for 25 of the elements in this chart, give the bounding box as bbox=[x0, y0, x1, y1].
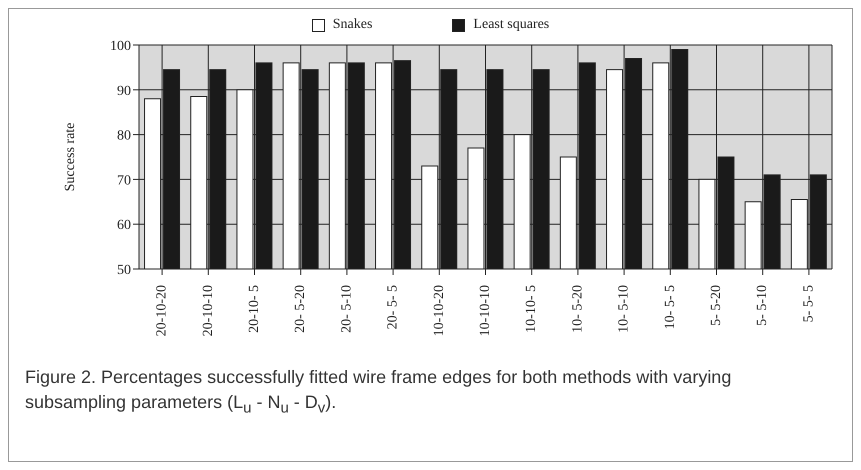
x-tick-label: 20- 5- 5 bbox=[386, 285, 401, 330]
x-tick-label: 20-10-10 bbox=[200, 285, 216, 336]
x-tick-label: 20- 5-20 bbox=[293, 285, 308, 333]
x-tick-label: 5- 5-20 bbox=[709, 285, 724, 326]
x-tick-label: 10-10-20 bbox=[432, 285, 447, 336]
x-tick-label: 5- 5- 5 bbox=[801, 285, 816, 322]
y-tick-label: 100 bbox=[110, 38, 131, 54]
x-tick-label: 10-10- 5 bbox=[524, 285, 540, 333]
y-tick-label: 90 bbox=[117, 84, 131, 99]
legend-label: Snakes bbox=[332, 17, 372, 33]
x-tick-label: 20-10- 5 bbox=[247, 285, 262, 333]
x-tick-label: 5- 5-10 bbox=[755, 285, 770, 326]
x-tick-label: 10- 5-10 bbox=[616, 285, 632, 333]
x-tick-label: 20- 5-10 bbox=[339, 285, 354, 333]
y-tick-label: 80 bbox=[117, 128, 131, 144]
y-tick-label: 60 bbox=[117, 218, 131, 234]
y-tick-label: 50 bbox=[117, 262, 131, 278]
y-tick-label: 70 bbox=[117, 173, 131, 188]
x-tick-label: 10- 5- 5 bbox=[662, 285, 678, 330]
y-axis-title: Success rate bbox=[62, 122, 78, 192]
x-tick-label: 20-10-20 bbox=[154, 285, 170, 336]
caption: Figure 2. Percentages successfully fitted wire frame edges for both methods with varying subsampling parameters (L$_{u}$ - N$_{u}$ - D$_{v}$). bbox=[25, 366, 732, 419]
x-tick-label: 10-10-10 bbox=[478, 285, 493, 336]
x-tick-label: 10- 5-20 bbox=[570, 285, 586, 333]
legend-label: Least squares bbox=[473, 17, 550, 33]
